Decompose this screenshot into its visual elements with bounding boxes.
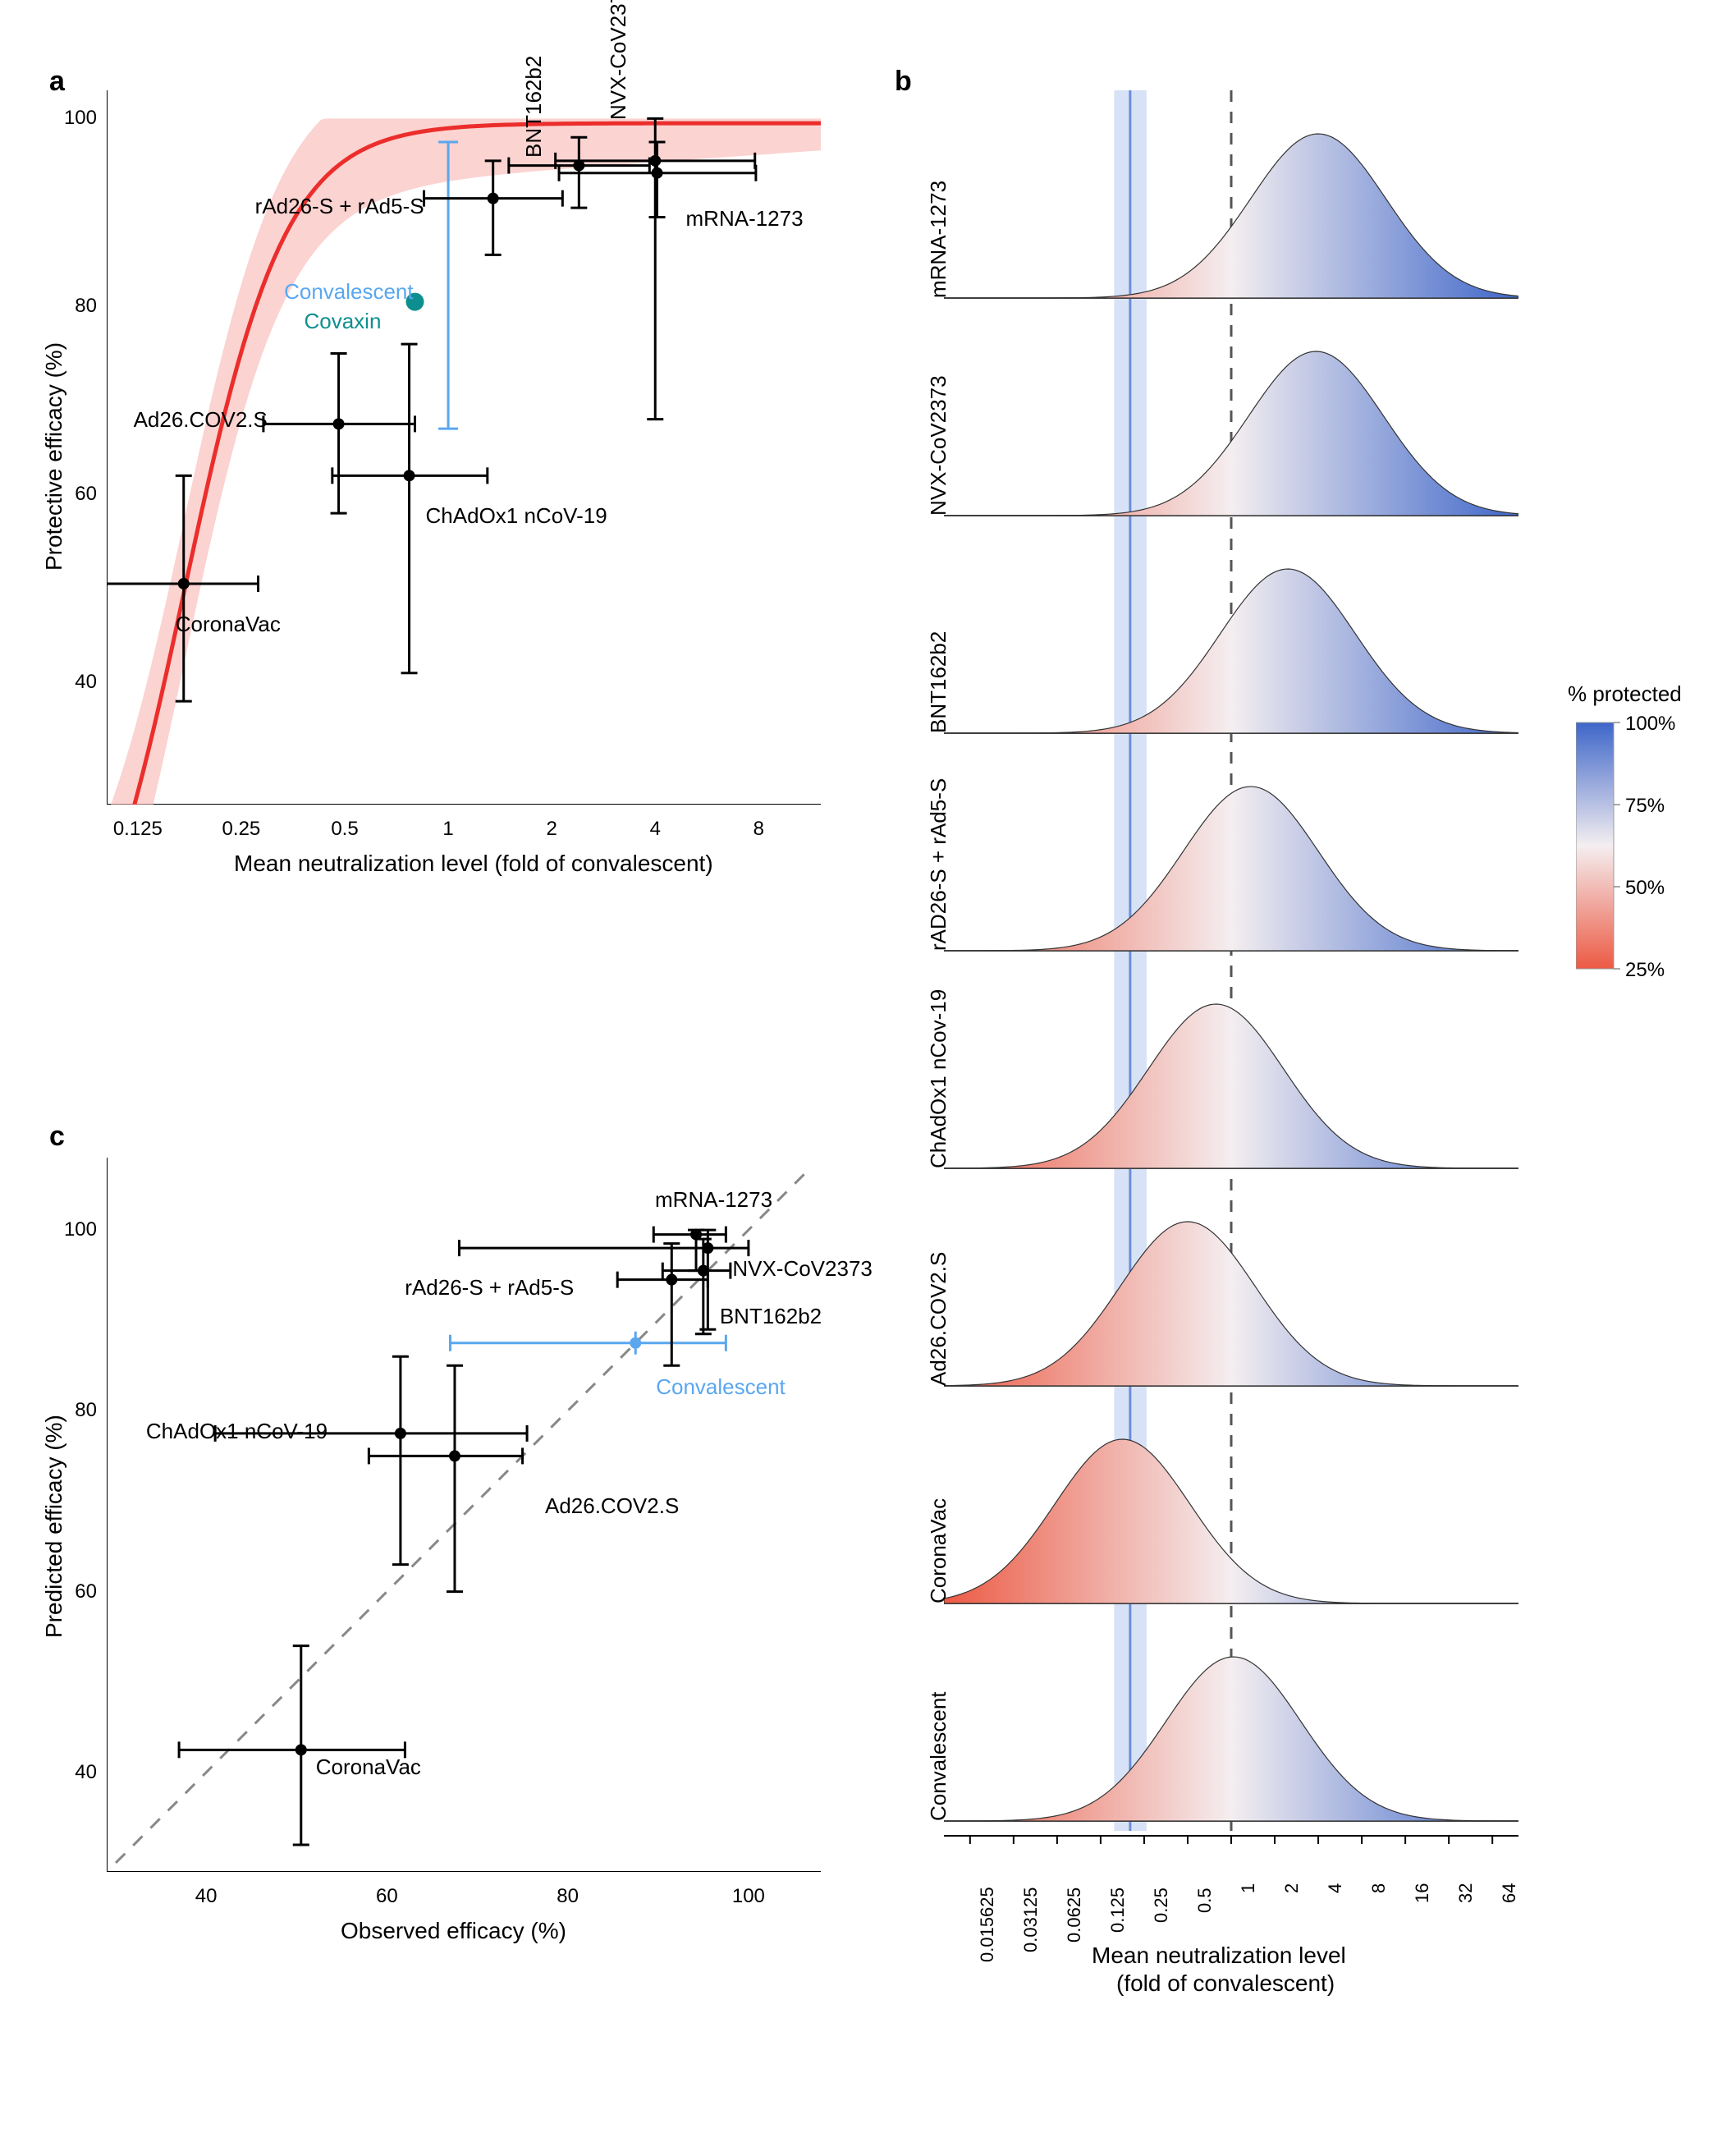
- panel-c-ylabel: Predicted efficacy (%): [41, 1415, 67, 1638]
- panel-b-xtick: 16: [1412, 1883, 1433, 1903]
- panel-a-xtick: 0.25: [217, 818, 266, 841]
- panel-b-row-label: CoronaVac: [926, 1498, 951, 1603]
- legend-tick: 75%: [1625, 795, 1665, 818]
- panel-a-xtick: 0.5: [320, 818, 369, 841]
- panel-b-xtick: 8: [1368, 1883, 1390, 1893]
- legend-tick: 50%: [1625, 877, 1665, 900]
- panel-b-xtick: 0.03125: [1020, 1887, 1042, 1952]
- panel-a-covaxin-label: Covaxin: [304, 309, 381, 334]
- panel-a-xlabel: Mean neutralization level (fold of conva…: [234, 851, 713, 877]
- panel-c-point-label: CoronaVac: [316, 1755, 421, 1780]
- panel-b-xtick: 0.25: [1151, 1888, 1172, 1923]
- panel-c-point-label: NVX-CoV2373: [732, 1256, 873, 1282]
- panel-b-row-label: Ad26.COV2.S: [926, 1252, 951, 1386]
- panel-a-label: a: [49, 66, 65, 98]
- panel-b-row-label: NVX-CoV2373: [926, 375, 951, 516]
- panel-a-xtick: 8: [734, 818, 783, 841]
- panel-a-point-label: mRNA-1273: [686, 206, 804, 232]
- panel-a-ytick: 40: [56, 671, 97, 694]
- panel-a-xtick: 2: [527, 818, 576, 841]
- panel-b-row-label: rAD26-S + rAd5-S: [926, 778, 951, 951]
- panel-a-ytick: 100: [56, 107, 97, 130]
- panel-a-point-label: rAd26-S + rAd5-S: [255, 194, 424, 219]
- panel-c-xtick: 60: [366, 1885, 407, 1908]
- panel-b-xtick: 64: [1499, 1883, 1520, 1903]
- panel-b-xtick: 0.0625: [1064, 1888, 1085, 1943]
- panel-a-point-label: NVX-CoV2373: [606, 0, 631, 120]
- panel-b-xtick: 1: [1238, 1883, 1259, 1893]
- panel-b-xtick: 0.5: [1194, 1888, 1216, 1913]
- panel-c-xtick: 40: [186, 1885, 227, 1908]
- panel-b-label: b: [895, 66, 912, 98]
- panel-a-point-label: ChAdOx1 nCoV-19: [426, 503, 607, 529]
- panel-b-xtick: 4: [1325, 1883, 1346, 1893]
- panel-b-xlabel2: (fold of convalescent): [1116, 1970, 1335, 1997]
- panel-b-xtick: 0.125: [1107, 1888, 1129, 1933]
- panel-b-xtick: 0.015625: [977, 1887, 998, 1962]
- panel-c-point-label: ChAdOx1 nCoV-19: [146, 1419, 328, 1444]
- legend-title: % protected: [1568, 681, 1682, 707]
- panel-c-point-label: rAd26-S + rAd5-S: [405, 1275, 574, 1300]
- panel-c-label: c: [49, 1121, 65, 1153]
- panel-c-point-label: mRNA-1273: [655, 1187, 772, 1213]
- figure-root: a c b 0.125 0.25 0.5 1 2 4 8 40 60 80 100 Mean neut…: [0, 0, 1736, 2133]
- panel-c-xtick: 100: [728, 1885, 769, 1908]
- panel-c-convalescent-label: Convalescent: [656, 1374, 786, 1400]
- panel-c-xtick: 80: [547, 1885, 589, 1908]
- panel-a-point-label: CoronaVac: [176, 612, 281, 637]
- panel-b-row-label: BNT162b2: [926, 631, 951, 733]
- panel-b-xtick: 32: [1455, 1883, 1477, 1903]
- panel-a-ytick: 80: [56, 295, 97, 318]
- legend-tick: 100%: [1625, 713, 1675, 736]
- panel-a-ylabel: Protective efficacy (%): [41, 342, 67, 571]
- panel-a-xtick: 1: [424, 818, 473, 841]
- panel-c-ytick: 40: [56, 1761, 97, 1784]
- panel-a-point-label: Ad26.COV2.S: [134, 407, 268, 433]
- panel-a-xtick: 0.125: [113, 818, 163, 841]
- panel-b-row-label: Convalescent: [926, 1691, 951, 1821]
- panel-b-row-label: mRNA-1273: [926, 181, 951, 298]
- panel-c-xlabel: Observed efficacy (%): [341, 1918, 566, 1944]
- panel-b-row-label: ChAdOx1 nCov-19: [926, 989, 951, 1168]
- panel-c-point-label: Ad26.COV2.S: [545, 1493, 679, 1519]
- panel-a-point-label: BNT162b2: [521, 55, 547, 157]
- panel-b-xtick: 2: [1281, 1883, 1303, 1893]
- legend-tick: 25%: [1625, 959, 1665, 982]
- panel-c: [107, 1158, 821, 1872]
- panel-a: [107, 90, 821, 805]
- panel-c-point-label: BNT162b2: [720, 1304, 822, 1329]
- panel-b: [944, 90, 1518, 1979]
- panel-a-xtick: 4: [630, 818, 680, 841]
- panel-a-convalescent-label: Convalescent: [284, 279, 414, 305]
- panel-b-xlabel1: Mean neutralization level: [1092, 1943, 1346, 1969]
- panel-c-ytick: 100: [56, 1218, 97, 1241]
